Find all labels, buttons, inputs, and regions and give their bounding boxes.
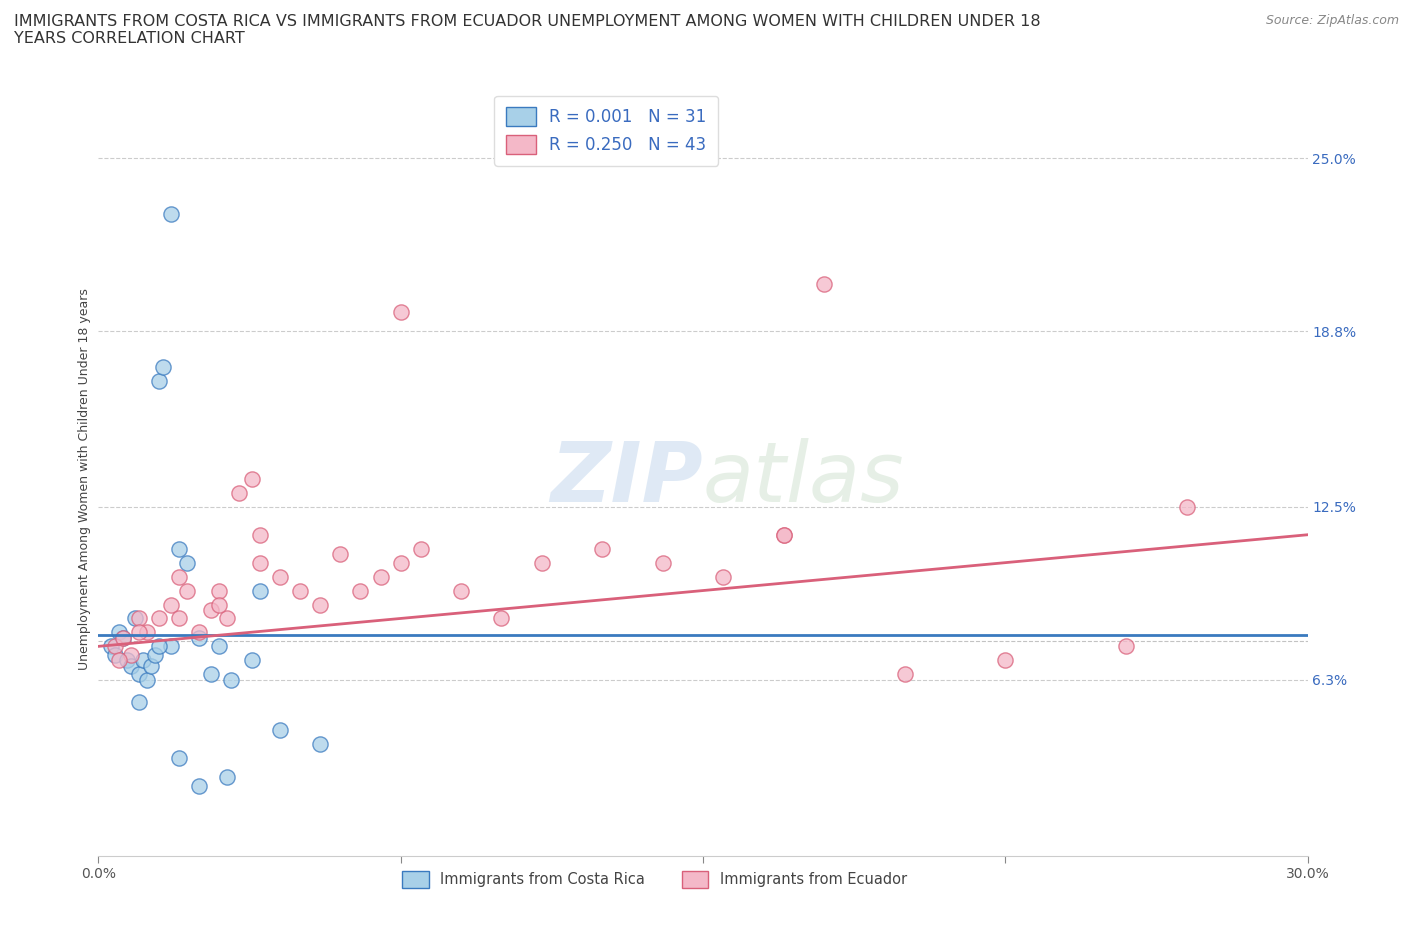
Point [249,527,271,542]
Point [349,583,371,598]
Point [124,611,146,626]
Point [208,639,231,654]
Point [1175,499,1198,514]
Point [148,374,170,389]
Text: IMMIGRANTS FROM COSTA RICA VS IMMIGRANTS FROM ECUADOR UNEMPLOYMENT AMONG WOMEN W: IMMIGRANTS FROM COSTA RICA VS IMMIGRANTS… [14,14,1040,46]
Point [249,583,271,598]
Point [217,611,239,626]
Point [128,611,150,626]
Point [188,625,211,640]
Point [103,639,125,654]
Legend: Immigrants from Costa Rica, Immigrants from Ecuador: Immigrants from Costa Rica, Immigrants f… [396,865,912,894]
Point [107,653,129,668]
Point [111,631,134,645]
Point [530,555,553,570]
Point [240,653,263,668]
Point [813,276,835,291]
Point [160,639,183,654]
Point [176,583,198,598]
Point [370,569,392,584]
Point [389,555,412,570]
Point [115,653,138,668]
Point [148,639,170,654]
Text: Source: ZipAtlas.com: Source: ZipAtlas.com [1265,14,1399,27]
Point [208,583,231,598]
Point [1115,639,1137,654]
Point [217,770,239,785]
Point [309,597,332,612]
Point [143,647,166,662]
Point [128,625,150,640]
Point [450,583,472,598]
Point [167,569,190,584]
Point [329,547,352,562]
Point [288,583,311,598]
Point [107,625,129,640]
Point [135,625,157,640]
Point [208,597,231,612]
Point [120,658,142,673]
Point [772,527,794,542]
Point [228,485,250,500]
Point [100,639,122,654]
Point [176,555,198,570]
Point [167,611,190,626]
Point [167,541,190,556]
Point [591,541,613,556]
Point [160,206,183,221]
Point [409,541,432,556]
Point [132,653,155,668]
Point [128,695,150,710]
Point [152,360,174,375]
Point [103,647,125,662]
Point [188,631,211,645]
Point [309,737,332,751]
Text: atlas: atlas [703,438,904,520]
Point [160,597,183,612]
Point [188,778,211,793]
Point [994,653,1017,668]
Point [772,527,794,542]
Text: ZIP: ZIP [550,438,703,520]
Point [389,304,412,319]
Point [139,658,162,673]
Point [200,603,222,618]
Point [111,631,134,645]
Point [221,672,243,687]
Point [148,611,170,626]
Point [200,667,222,682]
Point [651,555,673,570]
Point [711,569,734,584]
Point [128,667,150,682]
Point [120,647,142,662]
Y-axis label: Unemployment Among Women with Children Under 18 years: Unemployment Among Women with Children U… [79,288,91,670]
Point [240,472,263,486]
Point [249,555,271,570]
Point [269,569,291,584]
Point [491,611,513,626]
Point [135,672,157,687]
Point [893,667,915,682]
Point [167,751,190,765]
Point [269,723,291,737]
